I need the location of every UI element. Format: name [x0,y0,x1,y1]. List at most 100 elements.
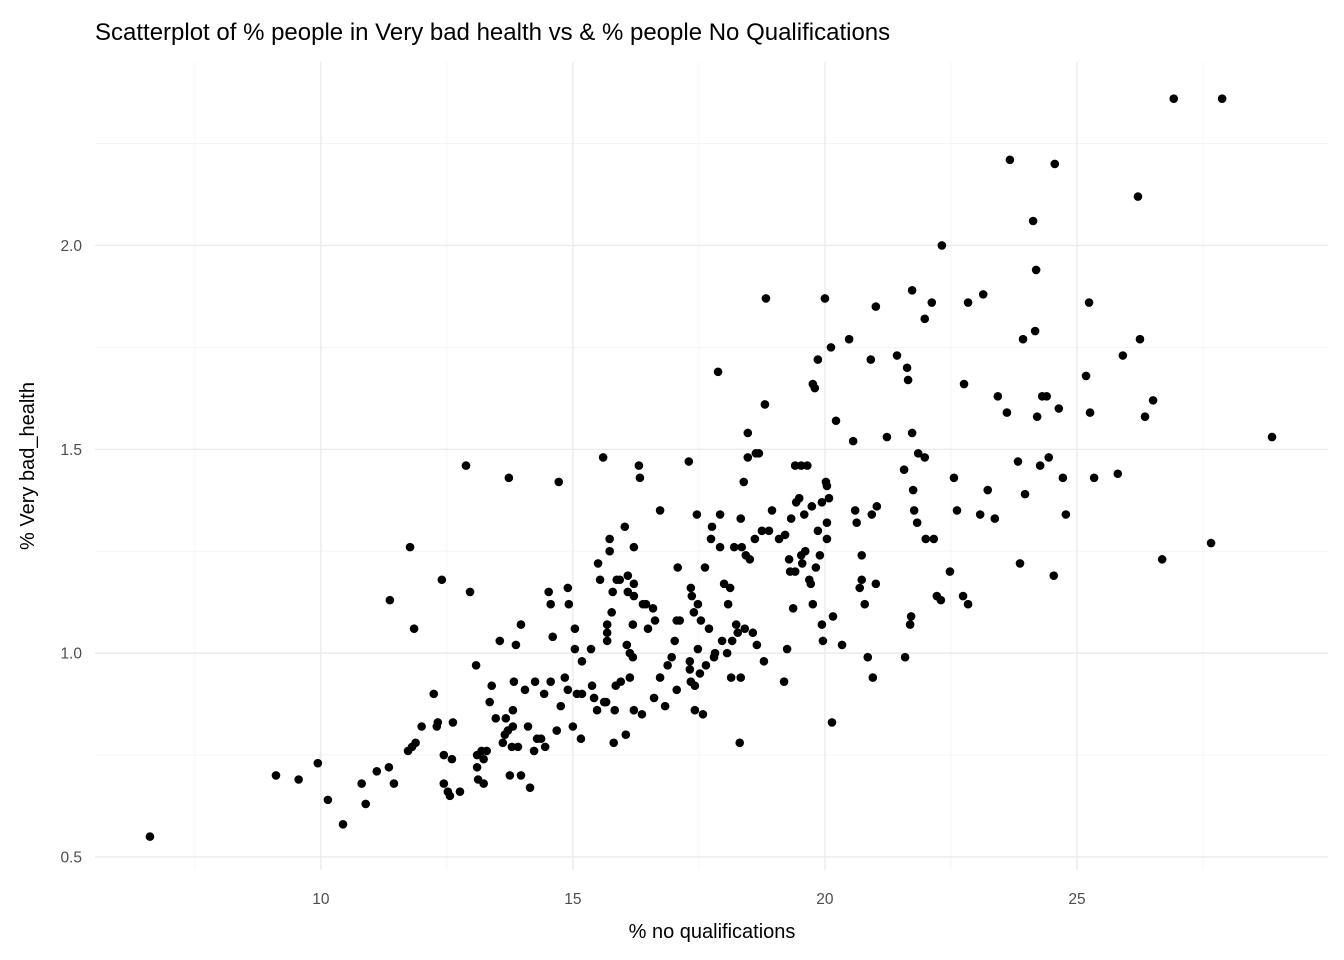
data-point [983,485,993,495]
data-point [692,510,702,519]
data-point [405,542,415,552]
data-point [737,542,747,552]
data-point [701,661,711,670]
data-point [790,461,800,470]
data-point [586,644,596,654]
data-point [871,302,881,311]
data-point [686,583,696,593]
y-tick-label: 0.5 [60,849,82,866]
data-point [963,298,973,307]
data-point [684,457,694,466]
data-point [868,673,878,682]
data-point [729,542,739,552]
data-point [707,522,717,532]
data-point [629,591,639,601]
data-point [807,502,817,511]
data-point [620,522,630,532]
data-point [409,624,419,633]
data-point [560,673,570,682]
data-point [920,453,930,462]
data-point [608,587,617,597]
data-point [635,473,645,483]
data-point [690,681,700,691]
data-point [828,612,838,621]
data-point [552,726,562,735]
data-point [774,534,784,544]
data-point [439,779,449,788]
data-point [817,497,827,507]
data-point [733,628,743,638]
data-point [621,730,631,739]
data-point [800,546,810,556]
data-point [384,762,394,772]
data-point [1049,571,1059,580]
data-point [461,461,471,470]
data-point [1002,408,1012,417]
x-axis-ticks: 10 15 20 25 [312,891,1085,908]
data-point [710,648,720,658]
data-point [563,685,573,695]
data-point [1031,265,1041,275]
data-point [530,677,540,686]
data-point [663,661,672,670]
data-point [479,754,488,764]
data-point [491,714,501,723]
data-point [634,461,644,470]
data-point [1135,334,1145,344]
data-point [903,375,913,385]
data-point [687,591,697,601]
data-point [471,661,481,670]
data-point [937,241,947,250]
data-point [715,542,725,552]
data-point [857,550,867,560]
data-point [589,693,599,703]
data-point [690,705,700,715]
data-point [852,518,861,527]
data-point [655,506,665,515]
data-point [693,599,703,609]
data-point [811,563,821,572]
data-point [628,620,638,629]
data-point [1044,453,1054,462]
data-point [754,449,764,458]
data-point [913,449,923,458]
data-point [757,526,767,536]
data-point [1020,489,1030,499]
data-point [808,599,818,609]
data-point [855,583,865,593]
data-point [909,506,919,515]
data-point [615,575,625,585]
y-axis-ticks: 0.5 1.0 1.5 2.0 [60,238,82,867]
data-point [389,779,399,788]
data-point [704,624,714,633]
data-point [866,355,876,364]
data-point [748,628,758,638]
data-point [570,644,580,654]
data-point [650,616,660,625]
data-point [605,546,614,556]
data-point [717,636,727,646]
data-point [629,542,639,552]
data-point [802,461,812,470]
data-point [990,514,1000,523]
data-point [921,534,931,544]
data-point [902,363,912,373]
data-point [145,832,155,841]
data-point [501,714,511,723]
data-point [609,738,619,748]
data-point [504,473,514,483]
data-point [745,555,755,564]
data-point [670,636,680,646]
data-point [361,799,370,809]
data-point [752,640,762,650]
data-point [540,742,550,752]
data-point [815,550,825,560]
data-point [455,787,465,797]
data-point [1157,555,1167,564]
data-point [520,685,530,695]
data-point [907,428,917,438]
data-point [767,506,777,515]
data-point [448,718,458,727]
data-point [485,697,495,707]
